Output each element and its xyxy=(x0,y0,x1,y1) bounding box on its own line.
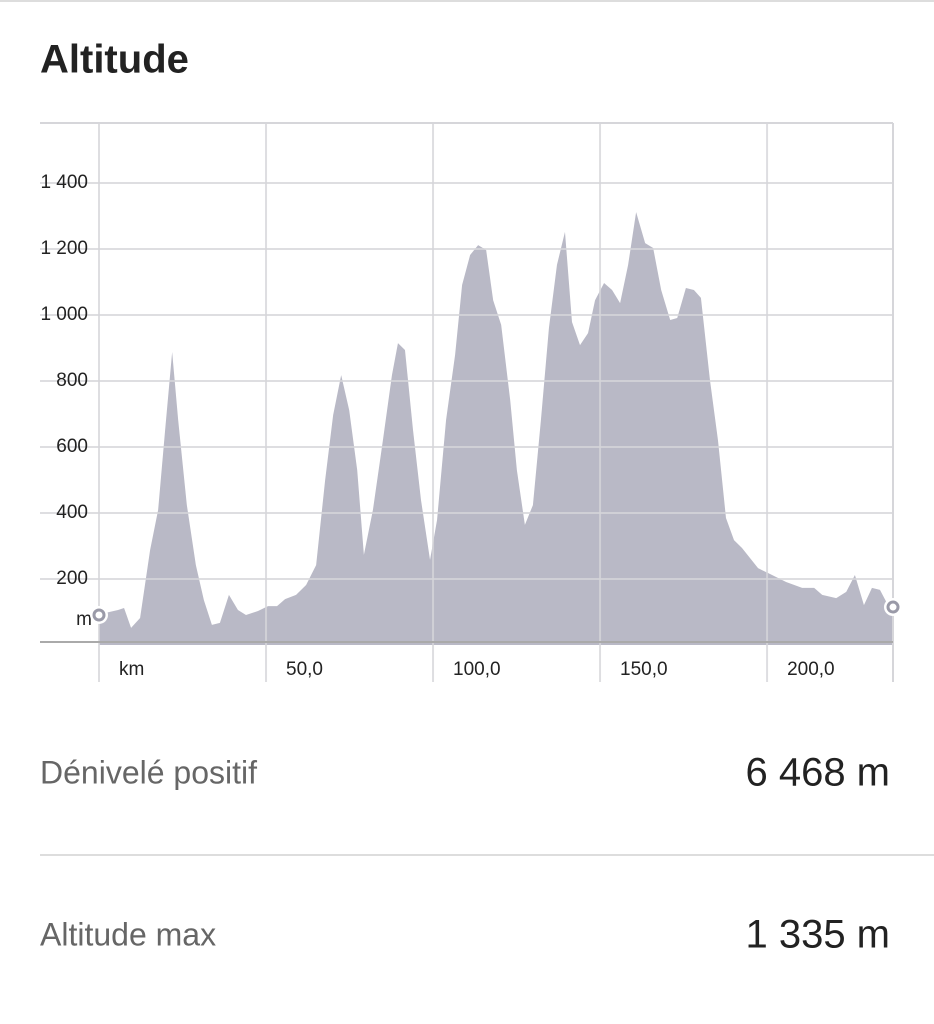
chart-title: Altitude xyxy=(40,38,189,82)
x-tick-label: km xyxy=(119,659,144,680)
stat-value: 6 468 m xyxy=(745,751,890,795)
stat-value: 1 335 m xyxy=(745,913,890,957)
x-tick-label: 150,0 xyxy=(620,659,668,680)
plot: 200 400 600 800 1 000 1 200 1 400 km 50,0 100,0 15… xyxy=(40,122,902,682)
y-axis-label: m xyxy=(76,609,92,630)
y-tick-label: 800 xyxy=(56,370,88,391)
x-tick-label: 200,0 xyxy=(787,659,835,680)
area xyxy=(99,212,893,645)
stat-label: Altitude max xyxy=(40,916,216,952)
y-tick-label: 1 400 xyxy=(40,172,88,193)
y-tick-label: 600 xyxy=(56,436,88,457)
endpoint-marker xyxy=(886,600,900,614)
stat-label: Dénivelé positif xyxy=(40,754,257,790)
endpoint-marker xyxy=(92,608,106,622)
x-tick-label: 100,0 xyxy=(453,659,501,680)
y-tick-label: 200 xyxy=(56,568,88,589)
y-tick-label: 1 000 xyxy=(40,304,88,325)
x-tick-label: 50,0 xyxy=(286,659,323,680)
y-tick-label: 400 xyxy=(56,502,88,523)
y-tick-label: 1 200 xyxy=(40,238,88,259)
